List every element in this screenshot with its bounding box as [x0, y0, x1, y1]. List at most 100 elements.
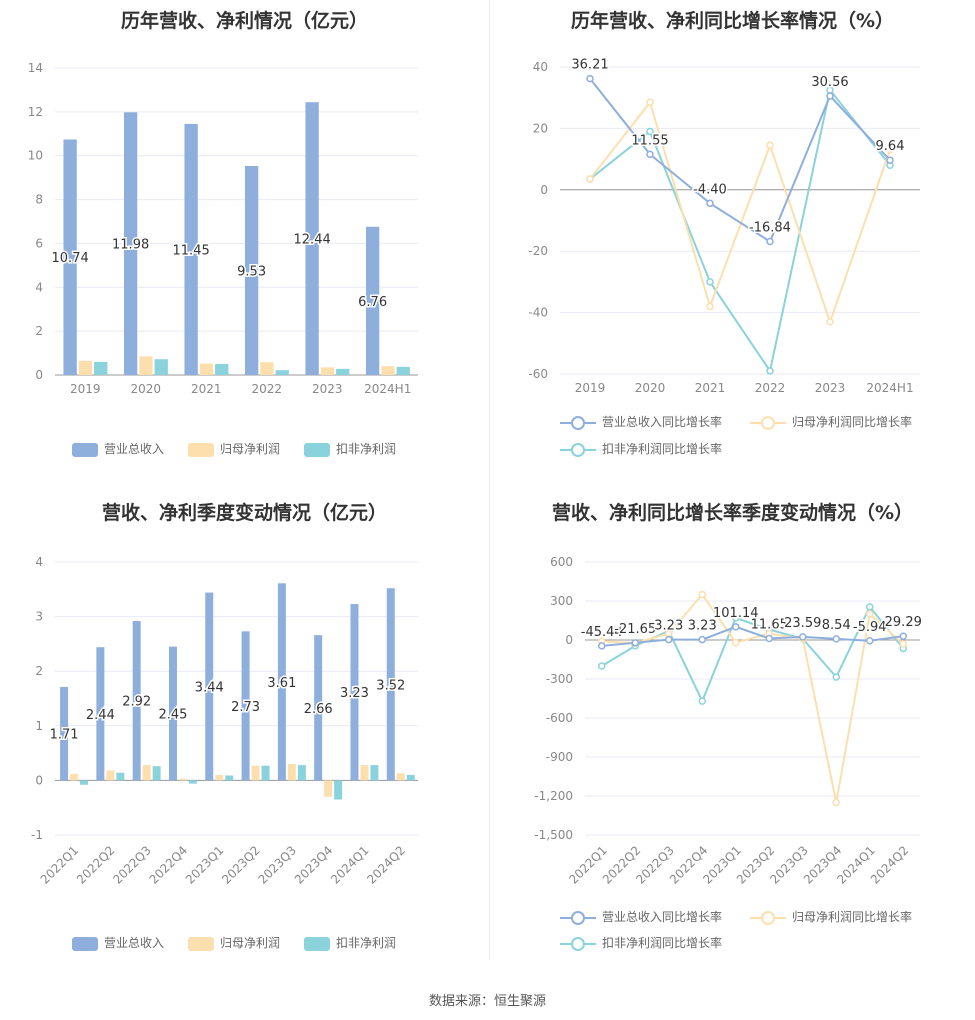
- y-tick-label: 8: [35, 193, 43, 207]
- y-tick-label: 20: [533, 121, 548, 135]
- bar: [184, 123, 198, 376]
- panel-divider: [489, 0, 490, 960]
- bar: [360, 765, 369, 781]
- legend-item-deducted[interactable]: 扣非净利润: [304, 440, 396, 458]
- data-label: 2.92: [122, 695, 151, 710]
- data-point: [706, 278, 714, 286]
- bar: [225, 775, 234, 781]
- data-label: 11.98: [112, 238, 149, 253]
- bar: [178, 778, 187, 781]
- data-label: 9.53: [237, 265, 266, 280]
- legend-item-revenue[interactable]: 营业总收入: [72, 440, 164, 458]
- bar: [116, 772, 125, 781]
- quarterly-growth-rate-chart: 营收、净利同比增长率季度变动情况（%） 600 300 0 -300 -600 -900 -…: [490, 490, 975, 960]
- legend-item-netprofit-growth[interactable]: 归母净利润同比增长率: [750, 908, 912, 926]
- series-line: [589, 78, 891, 243]
- quarterly-revenue-profit-chart: 营收、净利季度变动情况（亿元） 4 3 2 1 0 -1 2022Q1 2022Q2 2022Q…: [0, 490, 489, 960]
- bar: [70, 773, 79, 781]
- data-point: [866, 637, 874, 645]
- data-point: [646, 150, 654, 159]
- y-tick-label: -1,200: [534, 789, 573, 803]
- bar: [199, 363, 214, 375]
- x-tick-label: 2023Q4: [292, 843, 336, 887]
- bar: [168, 646, 177, 781]
- bar: [96, 647, 105, 781]
- x-tick-label: 2021: [695, 381, 726, 395]
- bar: [63, 139, 77, 375]
- x-tick-label: 2022: [251, 382, 282, 396]
- bar: [154, 359, 168, 375]
- data-label: -4.40: [693, 182, 727, 197]
- data-point: [766, 237, 774, 246]
- bar: [80, 780, 89, 785]
- x-tick-label: 2019: [575, 381, 606, 395]
- data-point: [732, 614, 740, 622]
- legend-label: 扣非净利润同比增长率: [602, 442, 723, 456]
- bar: [370, 765, 379, 781]
- quarterly-bar-svg: 43210-12022Q12022Q22022Q32022Q42023Q1202…: [31, 555, 418, 887]
- data-point: [598, 662, 606, 670]
- data-point: [732, 623, 740, 631]
- bar: [241, 631, 250, 781]
- data-label: 2.66: [304, 702, 333, 717]
- y-tick-label: -900: [546, 750, 573, 764]
- data-label: 101.14: [713, 606, 759, 621]
- data-point: [646, 98, 654, 107]
- legend-label: 归母净利润: [220, 936, 281, 950]
- data-label: 2.73: [231, 700, 260, 715]
- x-tick-label: 2022Q2: [74, 843, 118, 887]
- bar: [350, 604, 359, 781]
- y-tick-label: -20: [528, 244, 548, 258]
- legend-item-netprofit[interactable]: 归母净利润: [188, 934, 280, 952]
- y-tick-label: 6: [35, 236, 43, 250]
- bar: [244, 166, 259, 375]
- bar: [406, 774, 415, 781]
- data-label: 2.45: [158, 708, 187, 723]
- data-point: [766, 141, 774, 150]
- chart-title: 历年营收、净利情况（亿元）: [120, 10, 368, 32]
- chart-title: 历年营收、净利同比增长率情况（%）: [570, 10, 895, 32]
- legend-item-revenue[interactable]: 营业总收入: [72, 934, 164, 952]
- bar: [277, 583, 286, 781]
- legend-swatch: [188, 442, 214, 457]
- data-label: 1.71: [50, 728, 79, 743]
- x-tick-label: 2023: [312, 382, 343, 396]
- legend-item-revenue-growth[interactable]: 营业总收入同比增长率: [560, 908, 722, 926]
- data-point: [899, 640, 907, 648]
- bar: [260, 362, 274, 375]
- x-tick-label: 2024Q1: [328, 843, 372, 887]
- x-tick-label: 2022Q3: [110, 843, 154, 887]
- data-label: 12.44: [294, 233, 331, 248]
- legend-item-netprofit[interactable]: 归母净利润: [188, 440, 280, 458]
- chart-title: 营收、净利季度变动情况（亿元）: [101, 502, 387, 524]
- bar: [396, 773, 405, 781]
- data-label: 29.29: [885, 615, 922, 630]
- bar: [386, 588, 395, 781]
- bar: [381, 366, 395, 375]
- bar: [215, 774, 224, 781]
- legend-label: 营业总收入同比增长率: [602, 415, 723, 429]
- data-point: [586, 175, 594, 183]
- data-label: -45.44: [581, 625, 623, 640]
- y-tick-label: 2: [35, 324, 43, 338]
- bar: [320, 367, 335, 375]
- data-point: [866, 610, 874, 618]
- y-tick-label: -1: [31, 828, 43, 842]
- legend-item-revenue-growth[interactable]: 营业总收入同比增长率: [560, 413, 722, 431]
- legend-line: [560, 415, 596, 430]
- legend-item-deducted-growth[interactable]: 扣非净利润同比增长率: [560, 934, 722, 952]
- legend-item-deducted-growth[interactable]: 扣非净利润同比增长率: [560, 440, 722, 458]
- legend-line: [750, 910, 786, 925]
- legend-item-deducted[interactable]: 扣非净利润: [304, 934, 396, 952]
- data-label: 3.52: [376, 678, 405, 693]
- data-point: [732, 638, 740, 647]
- x-tick-label: 2023: [815, 381, 846, 395]
- series-line: [589, 100, 891, 325]
- bar: [336, 368, 350, 375]
- annual-line-svg: 40 20 0 -20 -40 -60 2019 2020 2021 2022 2023 2024H1…: [528, 56, 920, 395]
- legend-line: [750, 415, 786, 430]
- legend-label: 营业总收入: [104, 936, 165, 950]
- y-tick-label: 0: [35, 368, 43, 382]
- data-source-note: 数据来源：恒生聚源: [428, 994, 546, 1009]
- legend-item-netprofit-growth[interactable]: 归母净利润同比增长率: [750, 413, 912, 431]
